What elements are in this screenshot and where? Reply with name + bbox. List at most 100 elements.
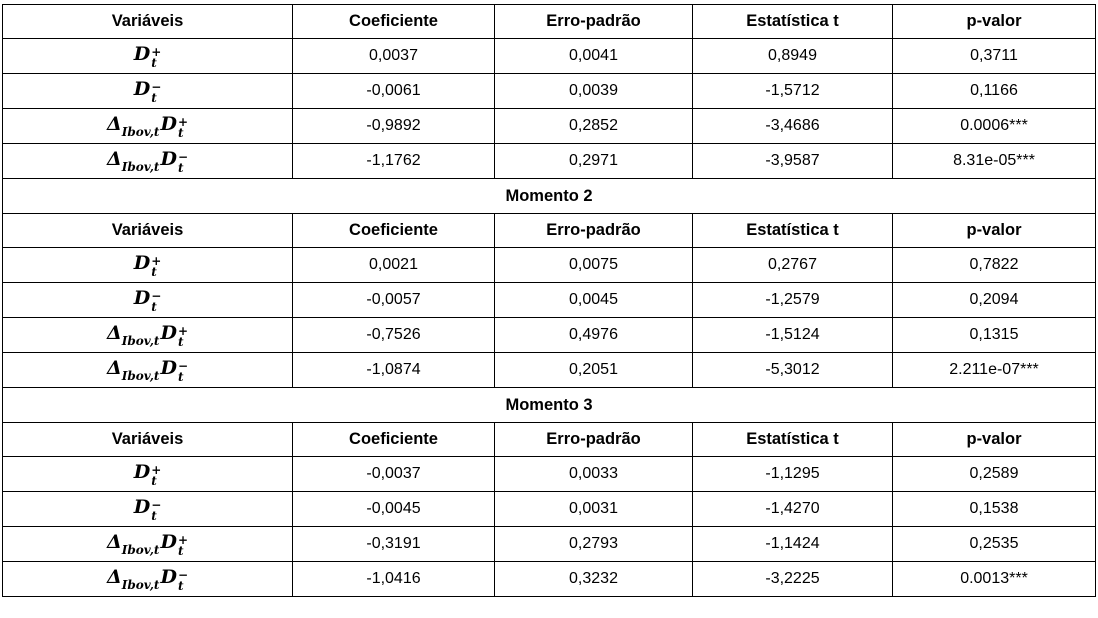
coefficient-cell: -0,0037 [292, 456, 495, 492]
variable-name: ΔIbov,tD + t [106, 322, 188, 348]
standard-error-cell: 0,2051 [494, 352, 693, 388]
coefficient-cell: -1,0416 [292, 561, 495, 597]
section-title: Momento 2 [2, 178, 1096, 214]
variable-subscript: t [177, 334, 184, 349]
variable-prefix: Δ [106, 113, 122, 136]
standard-error-cell: 0,0075 [494, 247, 693, 283]
coefficient-cell: -0,0061 [292, 73, 495, 109]
variable-name: D + t [134, 461, 162, 487]
variable-superscript: − [177, 359, 189, 374]
header-row: Variáveis Coeficiente Erro-padrão Estatísti… [2, 422, 1096, 457]
t-statistic-cell: -1,1295 [692, 456, 893, 492]
variable-base: D [160, 357, 177, 380]
variable-superscript: + [177, 324, 189, 339]
variable-prefix: Δ [106, 566, 122, 589]
variable-base: D [133, 496, 151, 519]
variable-base: D [160, 322, 177, 345]
coefficient-cell: -0,7526 [292, 317, 495, 353]
variable-prefix-subscript: Ibov,t [121, 124, 160, 139]
variable-name: ΔIbov,tD + t [106, 113, 188, 139]
variable-superscript: − [151, 289, 162, 304]
standard-error-cell: 0,0039 [494, 73, 693, 109]
variable-name: D + t [133, 252, 162, 278]
variable-scripts: − t [151, 80, 162, 104]
variable-superscript: − [177, 568, 189, 583]
variable-cell: ΔIbov,tD + t [2, 317, 293, 353]
column-header-variable: Variáveis [2, 213, 293, 248]
p-value-cell: 8.31e-05*** [892, 143, 1096, 179]
standard-error-cell: 0,0045 [494, 282, 693, 318]
p-value-cell: 0,2094 [892, 282, 1096, 318]
p-value-cell: 0,2589 [892, 456, 1096, 492]
variable-prefix-subscript: Ibov,t [121, 159, 160, 174]
coefficient-cell: -0,9892 [292, 108, 495, 144]
standard-error-cell: 0,2852 [494, 108, 693, 144]
variable-scripts: + t [177, 324, 189, 349]
variable-subscript: t [177, 543, 184, 558]
table-row: D − t -0,0061 0,0039 -1,5712 0,1166 [2, 73, 1096, 109]
section-title-row: Momento 3 [2, 387, 1096, 423]
variable-base: D [133, 78, 151, 101]
variable-subscript: t [151, 264, 157, 279]
variable-scripts: − t [151, 499, 161, 523]
variable-cell: D + t [2, 456, 293, 492]
variable-prefix-subscript: Ibov,t [121, 333, 160, 348]
variable-base: D [133, 287, 151, 310]
variable-subscript: t [151, 55, 157, 70]
p-value-cell: 0.0006*** [892, 108, 1096, 144]
standard-error-cell: 0,2793 [494, 526, 693, 562]
table-row: ΔIbov,tD + t -0,3191 0,2793 -1,1424 0,2535 [2, 526, 1096, 562]
variable-name: D − t [133, 287, 162, 313]
variable-scripts: + t [151, 255, 161, 279]
table-row: D + t 0,0021 0,0075 0,2767 0,7822 [2, 247, 1096, 283]
variable-subscript: t [177, 578, 184, 593]
table-row: D + t 0,0037 0,0041 0,8949 0,3711 [2, 38, 1096, 74]
variable-cell: D − t [2, 73, 293, 109]
variable-prefix-subscript: Ibov,t [121, 368, 160, 383]
variable-cell: ΔIbov,tD − t [2, 352, 293, 388]
table-row: ΔIbov,tD − t -1,1762 0,2971 -3,9587 8.31e-05**… [2, 143, 1096, 179]
variable-base: D [160, 148, 177, 171]
table-row: ΔIbov,tD + t -0,7526 0,4976 -1,5124 0,1315 [2, 317, 1096, 353]
t-statistic-cell: -1,5124 [692, 317, 893, 353]
coefficient-cell: -1,0874 [292, 352, 495, 388]
variable-cell: ΔIbov,tD + t [2, 108, 293, 144]
variable-prefix: Δ [106, 148, 122, 171]
column-header-variable: Variáveis [2, 4, 293, 39]
column-header-standard-error: Erro-padrão [494, 213, 693, 248]
variable-cell: ΔIbov,tD − t [2, 561, 293, 597]
variable-base: D [133, 252, 151, 275]
variable-subscript: t [177, 160, 184, 175]
column-header-p-value: p-valor [892, 4, 1096, 39]
variable-subscript: t [151, 473, 157, 488]
variable-scripts: + t [177, 533, 189, 558]
variable-subscript: t [177, 125, 184, 140]
variable-cell: D − t [2, 282, 293, 318]
column-header-t-statistic: Estatística t [692, 213, 893, 248]
variable-scripts: − t [177, 359, 189, 383]
column-header-t-statistic: Estatística t [692, 422, 893, 457]
variable-prefix: Δ [106, 531, 122, 554]
p-value-cell: 0,1166 [892, 73, 1096, 109]
variable-base: D [160, 113, 177, 136]
p-value-cell: 0,7822 [892, 247, 1096, 283]
variable-subscript: t [151, 299, 157, 314]
variable-superscript: − [151, 80, 162, 95]
column-header-t-statistic: Estatística t [692, 4, 893, 39]
standard-error-cell: 0,0031 [494, 491, 693, 527]
variable-name: ΔIbov,tD − t [106, 566, 188, 592]
variable-prefix: Δ [106, 322, 122, 345]
t-statistic-cell: -1,5712 [692, 73, 893, 109]
t-statistic-cell: -1,4270 [692, 491, 893, 527]
variable-superscript: + [177, 533, 189, 548]
variable-subscript: t [151, 508, 157, 523]
variable-prefix: Δ [106, 357, 122, 380]
table-row: D + t -0,0037 0,0033 -1,1295 0,2589 [2, 456, 1096, 492]
variable-scripts: + t [151, 463, 162, 488]
table-row: ΔIbov,tD − t -1,0416 0,3232 -3,2225 0.0013*** [2, 561, 1096, 597]
variable-superscript: + [151, 463, 162, 478]
variable-name: ΔIbov,tD + t [106, 531, 188, 557]
column-header-coefficient: Coeficiente [292, 422, 495, 457]
column-header-standard-error: Erro-padrão [494, 4, 693, 39]
variable-scripts: − t [177, 568, 189, 593]
